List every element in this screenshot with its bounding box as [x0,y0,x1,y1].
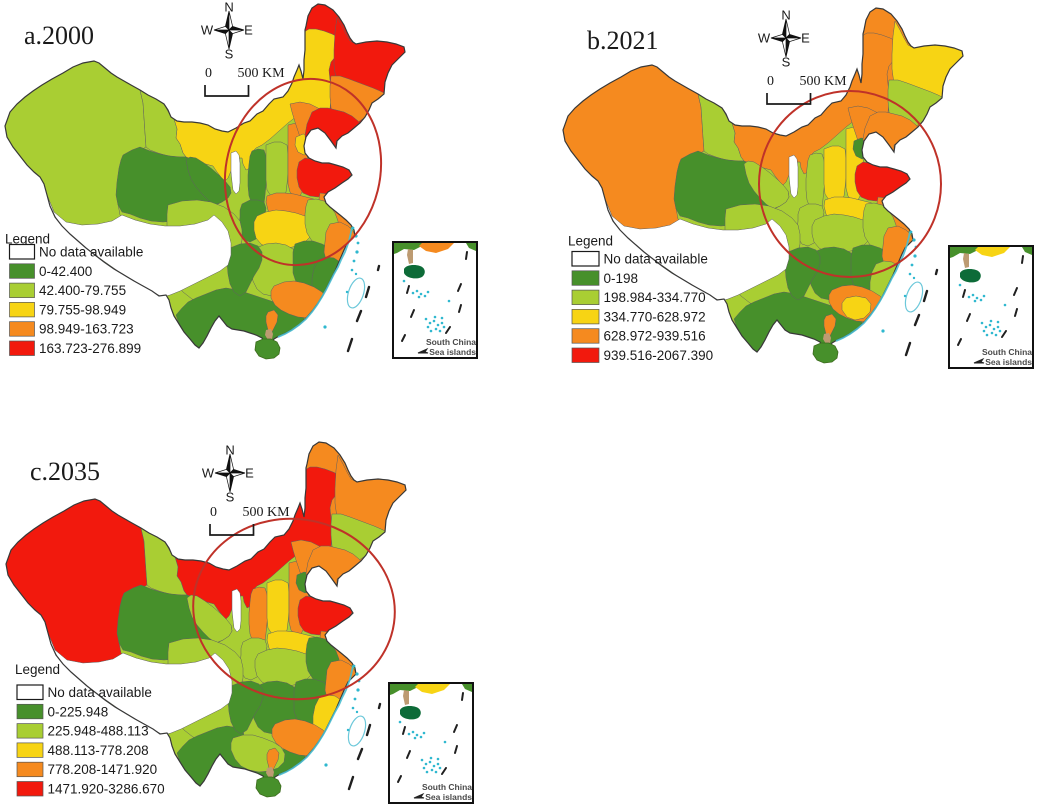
svg-text:No data available: No data available [39,245,143,260]
svg-text:Legend: Legend [5,232,50,247]
svg-text:1471.920-3286.670: 1471.920-3286.670 [48,782,165,797]
svg-text:0-198: 0-198 [604,271,639,286]
svg-text:98.949-163.723: 98.949-163.723 [39,322,134,337]
svg-text:South China: South China [982,347,1032,357]
svg-text:b.2021: b.2021 [587,26,659,55]
svg-text:778.208-1471.920: 778.208-1471.920 [48,762,158,777]
svg-text:Legend: Legend [15,662,60,677]
svg-text:488.113-778.208: 488.113-778.208 [48,743,149,758]
svg-text:Legend: Legend [568,234,613,249]
svg-text:Sea islands: Sea islands [985,357,1032,367]
svg-text:939.516-2067.390: 939.516-2067.390 [604,348,714,363]
svg-text:628.972-939.516: 628.972-939.516 [604,329,706,344]
svg-text:No data available: No data available [48,685,152,700]
svg-text:79.755-98.949: 79.755-98.949 [39,302,126,317]
svg-text:0-225.948: 0-225.948 [48,704,109,719]
svg-text:Sea islands: Sea islands [429,347,476,357]
svg-text:South China: South China [422,782,472,792]
svg-text:198.984-334.770: 198.984-334.770 [604,290,706,305]
svg-text:225.948-488.113: 225.948-488.113 [48,724,149,739]
svg-text:South China: South China [426,337,476,347]
svg-text:334.770-628.972: 334.770-628.972 [604,309,706,324]
svg-text:0-42.400: 0-42.400 [39,264,92,279]
svg-text:163.723-276.899: 163.723-276.899 [39,341,141,356]
svg-text:No data available: No data available [604,252,708,267]
svg-text:Sea islands: Sea islands [425,792,472,802]
svg-text:c.2035: c.2035 [30,457,100,486]
svg-text:42.400-79.755: 42.400-79.755 [39,283,126,298]
svg-text:a.2000: a.2000 [24,21,94,50]
